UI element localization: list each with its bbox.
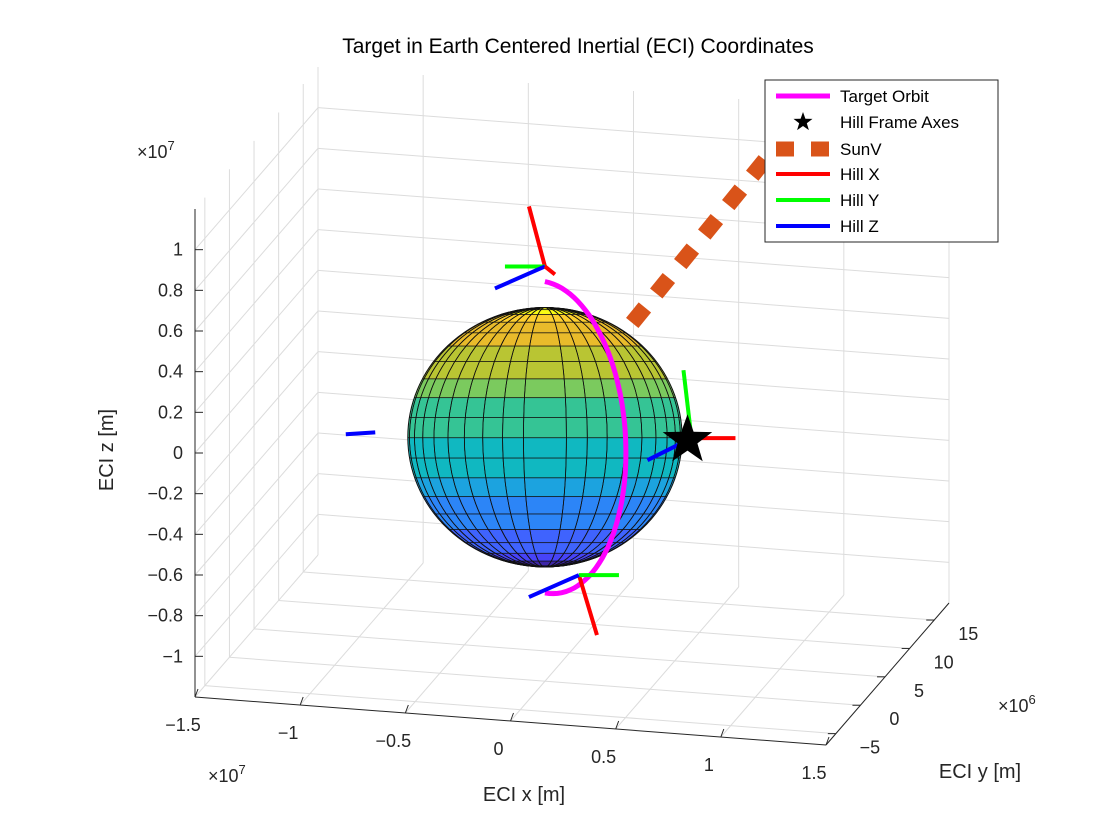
grid-line: [194, 514, 319, 657]
series-hill-x: [543, 264, 557, 277]
z-tick-label: −0.6: [147, 565, 183, 585]
series-hill-x: [577, 574, 599, 636]
y-tick-label: −5: [860, 738, 881, 758]
grid-line: [615, 586, 740, 730]
legend-label-sunv: SunV: [840, 140, 882, 159]
y-exponent: ×106: [998, 692, 1036, 716]
x-tick-mark: [615, 720, 620, 730]
grid-line: [204, 685, 836, 735]
x-tick-label: −0.5: [376, 731, 412, 751]
y-tick-label: 0: [889, 709, 899, 729]
y-axis-line: [825, 602, 950, 746]
y-tick-label: 10: [934, 652, 954, 672]
grid-line: [299, 562, 424, 706]
grid-line: [303, 571, 935, 621]
grid-line: [194, 107, 319, 250]
z-tick-label: 0.8: [158, 280, 183, 300]
series-hill-z: [345, 430, 376, 437]
x-tick-mark: [194, 688, 199, 698]
grid-line: [194, 148, 319, 291]
z-tick-label: 0.6: [158, 321, 183, 341]
grid-line: [194, 229, 319, 372]
grid-line: [194, 351, 319, 494]
x-tick-mark: [299, 696, 304, 706]
x-tick-label: 1: [704, 755, 714, 775]
x-tick-label: −1: [278, 723, 299, 743]
z-tick-label: 0.4: [158, 362, 183, 382]
chart-title: Target in Earth Centered Inertial (ECI) …: [342, 35, 814, 58]
series-hill-frame-star: [662, 414, 713, 462]
x-tick-label: 0: [493, 739, 503, 759]
z-tick-label: −0.2: [147, 484, 183, 504]
sphere-band: [407, 377, 683, 399]
legend: Target Orbit Hill Frame Axes SunV Hill X…: [764, 79, 999, 243]
grid-line: [194, 473, 319, 616]
y-tick-label: 15: [958, 624, 978, 644]
sphere-band: [407, 345, 683, 362]
x-exponent: ×107: [208, 762, 246, 786]
legend-box: [764, 79, 999, 243]
grid-line: [194, 392, 319, 535]
x-tick-mark: [510, 712, 514, 722]
series-hill-x: [527, 205, 547, 267]
grid-line: [194, 432, 319, 576]
x-tick-mark: [825, 736, 830, 746]
legend-label-hill-y: Hill Y: [840, 191, 879, 210]
legend-label-hill-frame-axes: Hill Frame Axes: [840, 113, 959, 132]
sphere-band: [407, 541, 683, 554]
grid-line: [510, 578, 634, 722]
sphere-band: [407, 495, 683, 515]
grid-line: [229, 656, 861, 706]
x-tick-label: −1.5: [165, 715, 201, 735]
sphere-band: [407, 552, 683, 562]
sphere-band: [407, 360, 683, 380]
x-tick-label: 1.5: [801, 763, 826, 783]
grid-line: [404, 570, 529, 714]
grid-line: [254, 628, 886, 678]
grid-line: [720, 594, 845, 738]
z-tick-label: 1: [173, 240, 183, 260]
z-axis-label: ECI z [m]: [96, 409, 118, 491]
axes-layer: [194, 209, 950, 746]
grid-line: [194, 270, 319, 413]
tick-labels: −1.5 −1 −0.5 0 0.5 1 1.5−5051015−1−0.8−0.6−0.4…: [147, 240, 978, 783]
legend-label-hill-z: Hill Z: [840, 217, 879, 236]
x-tick-mark: [720, 728, 725, 738]
grid-line: [194, 310, 319, 454]
data-layer: [345, 142, 782, 636]
y-tick-label: 5: [914, 681, 924, 701]
x-axis-label: ECI x [m]: [483, 784, 565, 806]
sphere-band: [407, 513, 683, 530]
sphere-band: [407, 476, 683, 498]
z-exponent: ×107: [137, 138, 175, 162]
grid-line: [194, 554, 319, 698]
legend-label-hill-x: Hill X: [840, 165, 880, 184]
z-tick-label: 0: [173, 443, 183, 463]
sphere-band: [407, 396, 683, 418]
x-tick-mark: [404, 704, 409, 714]
z-tick-label: −0.4: [147, 524, 183, 544]
z-tick-label: −0.8: [147, 606, 183, 626]
z-tick-label: −1: [162, 646, 183, 666]
series-target-orbit: [544, 279, 629, 597]
x-tick-label: 0.5: [591, 747, 616, 767]
legend-swatch-hill-frame-axes: [793, 112, 813, 131]
grid-line: [194, 188, 319, 332]
z-tick-label: 0.2: [158, 402, 183, 422]
earth-sphere: [407, 307, 683, 568]
series-hill-z: [528, 573, 580, 599]
series-hill-z: [494, 264, 546, 291]
sphere-band: [407, 457, 683, 479]
legend-label-target-orbit: Target Orbit: [840, 87, 929, 106]
sphere-band: [407, 307, 683, 311]
y-axis-label: ECI y [m]: [939, 761, 1021, 783]
sphere-band: [407, 528, 683, 544]
